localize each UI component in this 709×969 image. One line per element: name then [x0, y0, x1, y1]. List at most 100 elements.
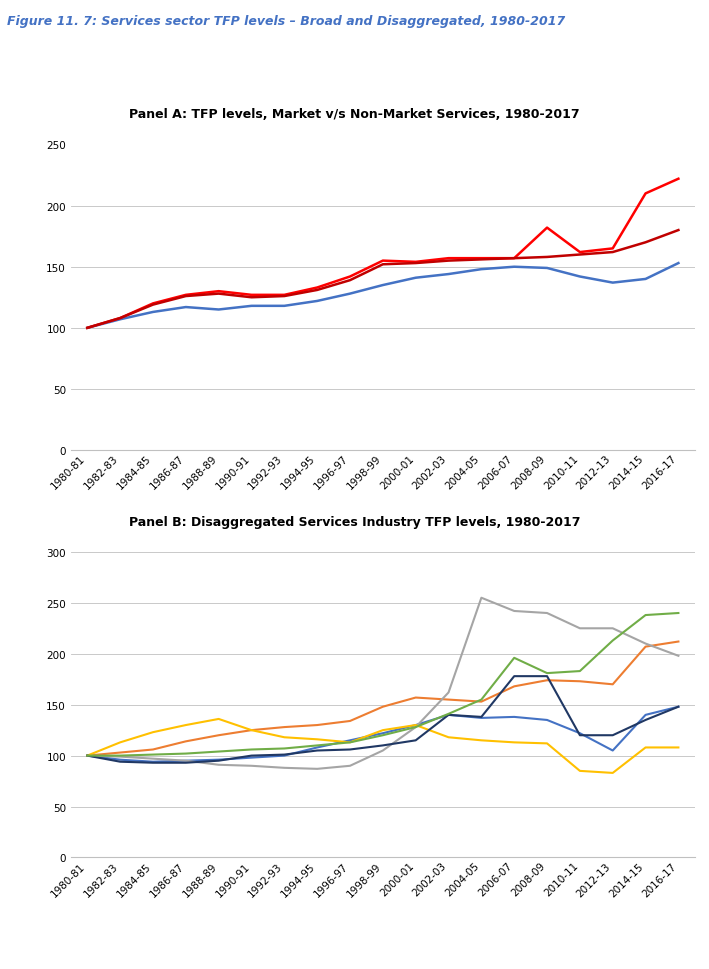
Post and Telecommunication	[477, 592, 486, 604]
Line: Transport and Storage: Transport and Storage	[87, 613, 679, 756]
Trade	[247, 752, 256, 764]
Market Services	[116, 314, 124, 326]
Financial Services	[214, 730, 223, 741]
Market Services	[510, 262, 518, 273]
Trade	[346, 735, 354, 746]
All Services	[576, 249, 584, 261]
Financial Services	[379, 702, 387, 713]
Transport and Storage	[543, 668, 552, 679]
Trade	[608, 745, 617, 757]
Hotels and Restaurants	[642, 714, 650, 726]
Hotels and Restaurants	[346, 744, 354, 756]
All Services	[379, 259, 387, 270]
Transport and Storage	[182, 748, 190, 760]
Transport and Storage	[280, 743, 289, 755]
Non-Market Services	[379, 256, 387, 267]
Business Service	[247, 725, 256, 736]
Market Services	[149, 307, 157, 319]
Line: Financial Services: Financial Services	[87, 641, 679, 756]
Line: Market Services: Market Services	[87, 264, 679, 328]
Non-Market Services	[149, 298, 157, 310]
Non-Market Services	[346, 271, 354, 283]
Transport and Storage	[411, 722, 420, 734]
Financial Services	[642, 641, 650, 653]
Hotels and Restaurants	[116, 756, 124, 767]
Market Services	[379, 280, 387, 292]
Text: Panel B: Disaggregated Services Industry TFP levels, 1980-2017: Panel B: Disaggregated Services Industry…	[129, 516, 580, 528]
Transport and Storage	[642, 610, 650, 621]
Trade	[379, 728, 387, 739]
Financial Services	[280, 722, 289, 734]
Transport and Storage	[149, 749, 157, 761]
Trade	[116, 754, 124, 766]
Hotels and Restaurants	[379, 740, 387, 752]
Non-Market Services	[477, 253, 486, 265]
Post and Telecommunication	[576, 623, 584, 635]
Non-Market Services	[411, 257, 420, 268]
All Services	[83, 323, 91, 334]
Trade	[280, 750, 289, 762]
Post and Telecommunication	[313, 764, 321, 775]
Post and Telecommunication	[214, 759, 223, 770]
Financial Services	[346, 715, 354, 727]
Post and Telecommunication	[411, 722, 420, 734]
Transport and Storage	[510, 652, 518, 664]
All Services	[313, 285, 321, 297]
Hotels and Restaurants	[280, 749, 289, 761]
Market Services	[313, 296, 321, 307]
Line: Business Service: Business Service	[87, 719, 679, 773]
Market Services	[346, 289, 354, 300]
Financial Services	[149, 744, 157, 756]
Business Service	[379, 725, 387, 736]
Line: All Services: All Services	[87, 231, 679, 328]
Line: Hotels and Restaurants: Hotels and Restaurants	[87, 676, 679, 763]
Financial Services	[674, 636, 683, 647]
Hotels and Restaurants	[182, 757, 190, 768]
All Services	[280, 291, 289, 302]
Line: Trade: Trade	[87, 707, 679, 762]
All Services	[674, 225, 683, 236]
Business Service	[608, 767, 617, 779]
Trade	[411, 719, 420, 731]
Trade	[543, 714, 552, 726]
Market Services	[83, 323, 91, 334]
Hotels and Restaurants	[247, 750, 256, 762]
Business Service	[477, 735, 486, 746]
Business Service	[510, 736, 518, 748]
Business Service	[149, 727, 157, 738]
Hotels and Restaurants	[477, 711, 486, 723]
Business Service	[674, 742, 683, 754]
Market Services	[182, 302, 190, 314]
Line: Post and Telecommunication: Post and Telecommunication	[87, 598, 679, 769]
Non-Market Services	[576, 247, 584, 259]
Market Services	[247, 300, 256, 312]
Trade	[445, 709, 453, 721]
Post and Telecommunication	[379, 745, 387, 757]
Business Service	[576, 766, 584, 777]
Transport and Storage	[247, 744, 256, 756]
Hotels and Restaurants	[445, 709, 453, 721]
Trade	[149, 756, 157, 767]
Non-Market Services	[214, 286, 223, 297]
Market Services	[674, 258, 683, 269]
Business Service	[83, 750, 91, 762]
Trade	[510, 711, 518, 723]
Trade	[477, 712, 486, 724]
Business Service	[445, 732, 453, 743]
Financial Services	[477, 696, 486, 707]
Non-Market Services	[280, 290, 289, 301]
Business Service	[411, 719, 420, 731]
All Services	[477, 254, 486, 266]
Transport and Storage	[83, 750, 91, 762]
Business Service	[642, 742, 650, 754]
All Services	[346, 275, 354, 287]
Transport and Storage	[379, 730, 387, 741]
Non-Market Services	[83, 323, 91, 334]
Hotels and Restaurants	[411, 735, 420, 746]
Market Services	[543, 263, 552, 274]
Hotels and Restaurants	[313, 745, 321, 757]
Market Services	[477, 265, 486, 276]
Transport and Storage	[346, 736, 354, 748]
Non-Market Services	[510, 253, 518, 265]
Trade	[182, 755, 190, 766]
